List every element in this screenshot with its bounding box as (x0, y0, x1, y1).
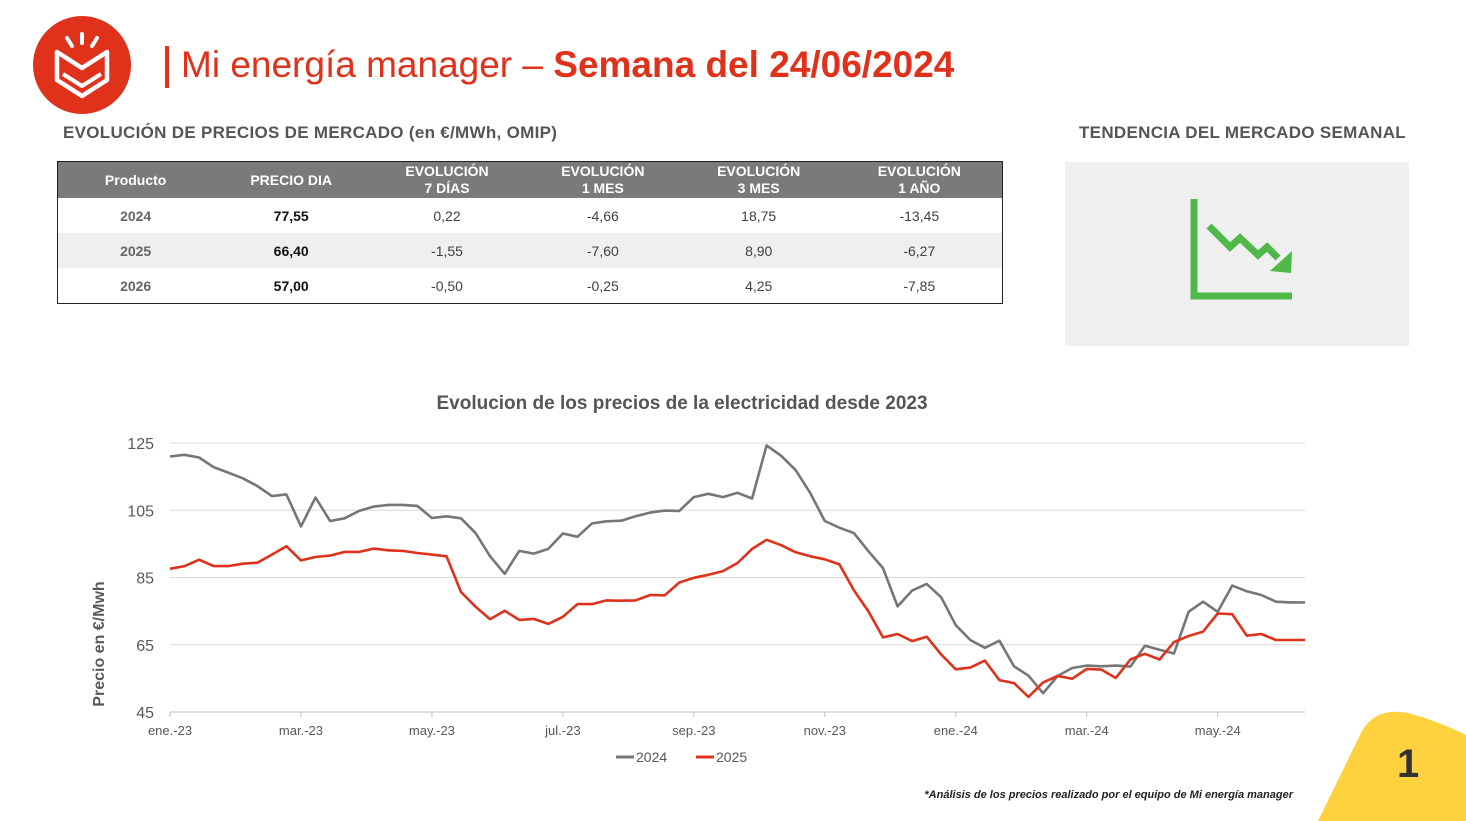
chart-trend-down-icon (1190, 199, 1292, 300)
x-tick-label: ene.-23 (148, 723, 192, 738)
title-light: Mi energía manager – (181, 44, 543, 85)
cell-product: 2026 (120, 277, 152, 294)
title-accent-bar (165, 46, 169, 88)
cell-evol-7d: -0,50 (431, 277, 463, 294)
brand-logo-icon (54, 32, 110, 99)
cell-evol-1y: -13,45 (899, 207, 940, 224)
y-tick-label: 85 (136, 571, 154, 588)
cell-price: 66,40 (213, 233, 370, 268)
brand-logo (33, 16, 131, 114)
x-tick-label: sep.-23 (672, 723, 715, 738)
page-title: Mi energía manager – Semana del 24/06/20… (181, 42, 954, 88)
header-evol-1y: EVOLUCIÓN 1 AÑO (836, 161, 1003, 198)
cell-product: 2024 (120, 207, 152, 224)
cell-evol-1m: -4,66 (586, 207, 619, 224)
y-tick-label: 105 (127, 503, 154, 520)
cell-price: 77,55 (273, 207, 309, 224)
price-line-chart: Evolucion de los precios de la electrici… (60, 380, 1320, 780)
cell-evol-7d: 0,22 (433, 207, 461, 224)
cell-evol-3m: 4,25 (745, 277, 773, 294)
series-line-2025 (169, 538, 1305, 699)
price-table: Producto PRECIO DIA EVOLUCIÓN 7 DÍAS EVOL… (57, 161, 1003, 304)
header-evol-3m: EVOLUCIÓN 3 MES (680, 161, 837, 198)
header-evol-1m: EVOLUCIÓN 1 MES (524, 161, 681, 198)
chart-svg: Evolucion de los precios de la electrici… (91, 393, 1305, 765)
y-axis-label: Precio en €/Mwh (91, 581, 108, 706)
x-tick-label: nov.-23 (804, 723, 846, 738)
cell-evol-1y: -7,85 (903, 277, 936, 294)
footnote: *Análisis de los precios realizado por e… (924, 789, 1293, 801)
x-tick-label: may.-23 (409, 723, 455, 738)
legend-label-2024: 2024 (636, 749, 667, 765)
x-tick-label: ene.-24 (934, 723, 978, 738)
header-precio-dia: PRECIO DIA (213, 161, 370, 198)
weekly-trend-heading: TENDENCIA DEL MERCADO SEMANAL (1079, 123, 1406, 142)
y-tick-label: 45 (136, 705, 154, 722)
cell-evol-7d: -1,55 (369, 233, 525, 268)
series-line-2024 (169, 444, 1305, 695)
header-evol-7d: EVOLUCIÓN 7 DÍAS (369, 161, 525, 198)
x-tick-label: jul.-23 (544, 723, 580, 738)
table-row: 2026 57,00 -0,50 -0,25 4,25 -7,85 (58, 268, 1003, 304)
y-tick-label: 125 (127, 436, 154, 453)
cell-evol-3m: 8,90 (680, 233, 837, 268)
table-header-row: Producto PRECIO DIA EVOLUCIÓN 7 DÍAS EVOL… (57, 161, 1003, 198)
y-tick-label: 65 (136, 638, 154, 655)
header-producto: Producto (57, 161, 214, 198)
table-row: 2024 77,55 0,22 -4,66 18,75 -13,45 (58, 198, 1003, 233)
x-tick-label: may.-24 (1195, 723, 1241, 738)
legend-label-2025: 2025 (716, 749, 747, 765)
trend-panel (1065, 162, 1409, 346)
x-tick-label: mar.-23 (279, 723, 323, 738)
cell-evol-1m: -7,60 (524, 233, 681, 268)
x-tick-label: mar.-24 (1065, 723, 1109, 738)
cell-evol-1m: -0,25 (586, 277, 619, 294)
title-bold: Semana del 24/06/2024 (553, 44, 955, 85)
chart-title: Evolucion de los precios de la electrici… (436, 393, 927, 414)
cell-price: 57,00 (273, 277, 309, 294)
page-number: 1 (1397, 742, 1420, 786)
market-prices-heading: EVOLUCIÓN DE PRECIOS DE MERCADO (en €/MW… (63, 123, 558, 142)
cell-product: 2025 (57, 233, 214, 268)
table-row: 2025 66,40 -1,55 -7,60 8,90 -6,27 (57, 233, 1003, 268)
cell-evol-1y: -6,27 (836, 233, 1003, 268)
corner-decoration (1318, 711, 1466, 821)
cell-evol-3m: 18,75 (741, 207, 777, 224)
